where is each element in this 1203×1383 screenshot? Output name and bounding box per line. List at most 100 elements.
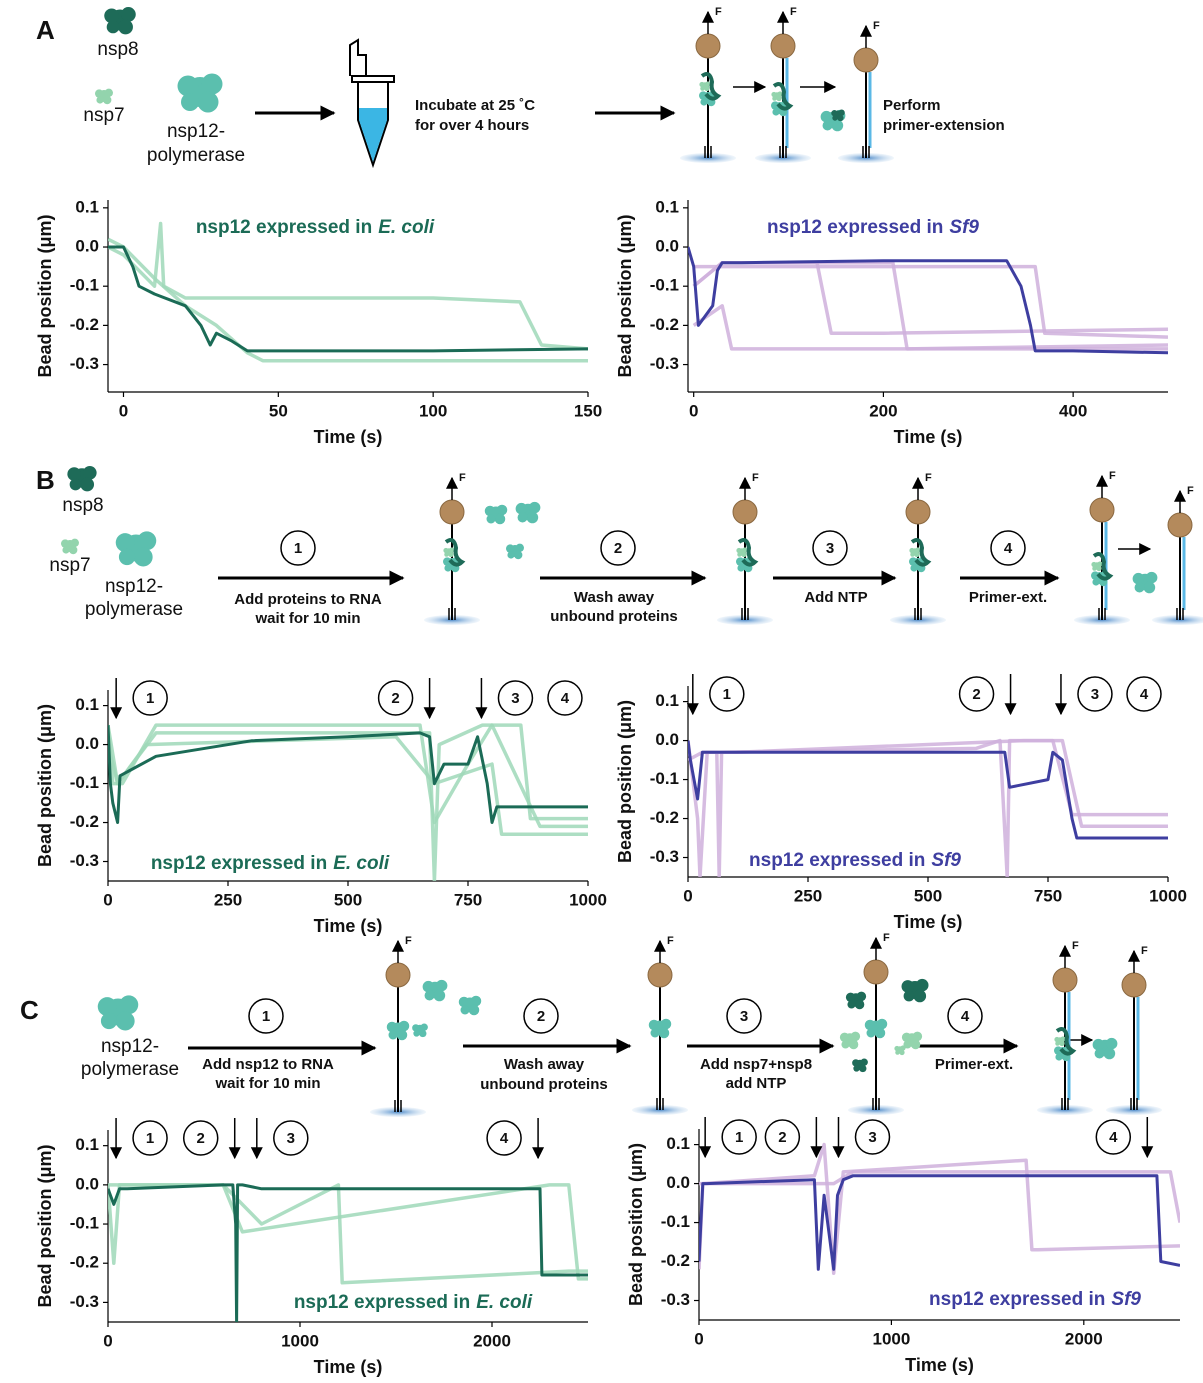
- y-tick-label: 0.1: [75, 695, 99, 714]
- y-tick-label: -0.3: [661, 1290, 690, 1309]
- protein-part: [60, 539, 70, 548]
- protein-part: [388, 1030, 398, 1040]
- protein-part: [1094, 1048, 1105, 1059]
- chart-title-part: Sf9: [931, 850, 961, 871]
- chart-title: nsp12 expressed in E. coli: [294, 1292, 533, 1313]
- x-tick-label: 0: [694, 1329, 703, 1348]
- protein-part: [704, 85, 710, 92]
- protein-part: [133, 547, 153, 567]
- x-tick-label: 750: [1034, 886, 1062, 905]
- protein-part: [903, 1040, 912, 1049]
- protein-part: [741, 551, 747, 558]
- protein-part: [1132, 572, 1145, 585]
- step-number: 3: [868, 1129, 876, 1146]
- protein: [506, 543, 524, 560]
- y-tick-label: 0.0: [655, 237, 679, 256]
- x-tick-label: 0: [683, 886, 692, 905]
- protein-part: [1143, 581, 1156, 594]
- protein: [1091, 561, 1103, 572]
- protein-part: [444, 564, 452, 572]
- protein-part: [422, 980, 435, 993]
- protein-part: [913, 989, 927, 1003]
- step-circle: [947, 998, 983, 1034]
- protein-part: [777, 91, 783, 97]
- protein-part: [895, 1050, 900, 1055]
- protein-part: [1096, 565, 1102, 572]
- trace: [692, 260, 1168, 335]
- step-number: 1: [735, 1129, 743, 1146]
- protein: [699, 81, 711, 92]
- step-number: 4: [500, 1130, 509, 1147]
- step-number: 1: [294, 540, 302, 557]
- protein-label: nsp7: [83, 105, 124, 126]
- protein-part: [776, 95, 782, 102]
- chart-title-part: nsp12 expressed in: [749, 850, 925, 871]
- protein-part: [448, 551, 454, 558]
- bead: [439, 499, 465, 525]
- step-number: 2: [391, 690, 399, 707]
- protein-label: nsp7: [49, 555, 90, 576]
- tube: [349, 38, 395, 169]
- protein-part: [396, 1029, 408, 1041]
- protein-part: [1055, 1053, 1063, 1061]
- protein: [95, 88, 114, 105]
- protein-part: [1059, 1040, 1065, 1047]
- protein-part: [845, 992, 856, 1003]
- protein-part: [398, 1020, 410, 1032]
- force-label: F: [925, 472, 932, 484]
- step-circle: [1126, 676, 1162, 712]
- protein-part: [115, 533, 135, 553]
- protein-part: [496, 504, 508, 516]
- force-label: F: [873, 20, 880, 32]
- protein-label: nsp12-: [101, 1036, 159, 1057]
- chart-title-part: Sf9: [1111, 1289, 1141, 1310]
- trace: [693, 264, 1168, 339]
- protein-part: [901, 1032, 912, 1043]
- protein-part: [419, 1029, 427, 1038]
- protein-part: [67, 467, 82, 481]
- y-tick-label: -0.3: [70, 354, 99, 373]
- protein-part: [484, 505, 496, 517]
- protein-part: [1092, 1038, 1105, 1051]
- protein-part: [915, 978, 929, 992]
- step-circle: [377, 680, 414, 716]
- x-tick-label: 250: [794, 886, 822, 905]
- protein-part: [832, 115, 838, 121]
- y-tick-label: -0.2: [70, 1253, 99, 1272]
- x-tick-label: 1000: [281, 1331, 319, 1350]
- chart-title-part: Sf9: [949, 217, 979, 238]
- protein: [901, 1031, 923, 1050]
- x-tick-label: 1000: [569, 890, 607, 909]
- protein-part: [876, 1018, 888, 1030]
- force-label: F: [1109, 470, 1116, 482]
- protein-part: [80, 477, 95, 492]
- protein-part: [772, 108, 780, 116]
- step-circle: [726, 998, 762, 1034]
- protein-part: [121, 7, 136, 22]
- protein-label: nsp12-: [167, 121, 225, 142]
- protein-part: [1055, 1041, 1060, 1046]
- process-arrows: [188, 105, 1060, 1056]
- protein-part: [449, 547, 455, 553]
- protein-part: [181, 93, 199, 111]
- protein-part: [137, 531, 157, 551]
- protein: [901, 978, 929, 1003]
- protein-part: [1092, 578, 1100, 586]
- step-number: 4: [561, 690, 570, 707]
- trace: [108, 1183, 588, 1285]
- step-circle: [1077, 676, 1113, 712]
- protein-part: [820, 110, 833, 123]
- step-text: for over 4 hours: [415, 117, 529, 134]
- step-text: unbound proteins: [480, 1076, 607, 1093]
- trace: [108, 237, 588, 363]
- bead: [770, 33, 796, 59]
- chart-title-part: E. coli: [378, 217, 435, 238]
- panel-label: B: [36, 465, 55, 495]
- protein-part: [742, 547, 748, 553]
- step-text: Add nsp12 to RNA: [202, 1056, 334, 1073]
- x-tick-label: 0: [103, 890, 112, 909]
- bead: [647, 962, 673, 988]
- protein-part: [197, 91, 219, 113]
- protein: [839, 1031, 861, 1050]
- x-tick-label: 100: [419, 401, 447, 420]
